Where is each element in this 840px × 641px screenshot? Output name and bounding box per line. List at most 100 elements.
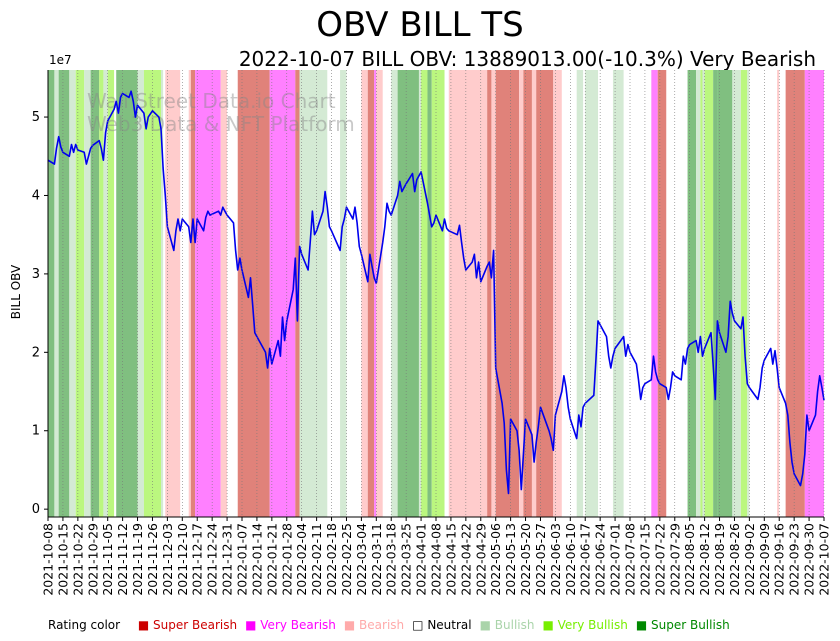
rating-band <box>397 70 419 517</box>
rating-band <box>165 70 181 517</box>
x-tick-label: 2022-07-15 <box>637 523 652 596</box>
rating-band <box>361 70 368 517</box>
rating-band <box>740 70 748 517</box>
x-tick-label: 2021-11-12 <box>115 523 130 596</box>
rating-band <box>519 70 524 517</box>
x-tick-label: 2022-02-04 <box>294 523 309 596</box>
y-tick-label: 3 <box>32 267 40 282</box>
y-axis-label: BILL OBV <box>9 264 23 319</box>
obv-line-group <box>47 90 825 495</box>
x-tick-label: 2022-02-25 <box>339 523 354 596</box>
rating-band <box>90 70 100 517</box>
rating-band <box>220 70 228 517</box>
rating-band <box>732 70 741 517</box>
legend-swatch: ■ <box>245 618 257 632</box>
rating-band <box>54 70 59 517</box>
x-tick-label: 2022-04-29 <box>473 523 488 596</box>
x-tick-label: 2022-07-22 <box>652 523 667 596</box>
y-tick-label: 5 <box>32 110 40 125</box>
x-tick-label: 2021-11-26 <box>145 523 160 596</box>
rating-band <box>700 70 703 517</box>
rating-band <box>531 70 537 517</box>
rating-band <box>107 70 115 517</box>
y-multiplier-label: 1e7 <box>49 53 72 67</box>
rating-band <box>190 70 196 517</box>
rating-band <box>237 70 270 517</box>
x-tick-label: 2022-04-08 <box>429 523 444 596</box>
x-tick-label: 2022-01-07 <box>235 523 250 596</box>
x-tick-label: 2022-07-01 <box>608 523 623 596</box>
x-tick-label: 2022-08-12 <box>697 523 712 596</box>
rating-band <box>421 70 428 517</box>
x-tick-label: 2022-06-10 <box>563 523 578 596</box>
x-tick-label: 2022-01-21 <box>264 523 279 596</box>
x-tick-label: 2022-03-18 <box>384 523 399 596</box>
legend: Rating color ■ Super Bearish ■ Very Beari… <box>48 617 736 633</box>
rating-band <box>495 70 520 517</box>
x-tick-label: 2022-06-24 <box>593 523 608 596</box>
x-tick-label: 2022-03-04 <box>354 523 369 596</box>
x-tick-label: 2022-02-11 <box>309 523 324 596</box>
legend-swatch: ■ <box>137 618 150 632</box>
rating-band <box>99 70 104 517</box>
x-tick-label: 2022-03-25 <box>399 523 414 596</box>
rating-band <box>75 70 85 517</box>
legend-swatch: ■ <box>343 618 356 632</box>
x-tick-label: 2021-10-22 <box>70 523 85 596</box>
y-tick-label: 0 <box>32 502 40 517</box>
x-tick-label: 2022-09-30 <box>802 523 817 596</box>
x-tick-label: 2022-09-09 <box>757 523 772 596</box>
rating-band <box>376 70 383 517</box>
legend-label: Bullish <box>490 618 535 632</box>
legend-label: Super Bullish <box>647 618 730 632</box>
rating-band <box>696 70 701 517</box>
legend-swatch: ■ <box>542 618 554 632</box>
x-tick-label: 2022-07-29 <box>667 523 682 596</box>
x-tick-label: 2022-04-01 <box>414 523 429 596</box>
rating-band <box>717 70 733 517</box>
rating-band <box>103 70 108 517</box>
rating-band <box>188 70 191 517</box>
rating-band <box>536 70 554 517</box>
x-tick-label: 2022-07-08 <box>623 523 638 596</box>
x-tick-label: 2022-05-20 <box>518 523 533 596</box>
rating-band <box>269 70 296 517</box>
rating-band <box>48 70 55 517</box>
y-tick-label: 2 <box>32 345 40 360</box>
rating-band <box>553 70 562 517</box>
chart-title: OBV BILL TS <box>316 5 524 45</box>
x-tick-label: 2022-03-11 <box>369 523 384 596</box>
legend-label: Super Bearish <box>149 618 238 632</box>
y-tick-label: 4 <box>32 188 40 203</box>
watermark: Wall Street Data.io Chart Web3 Data & NF… <box>87 89 355 136</box>
rating-band <box>704 70 714 517</box>
x-tick-label: 2022-08-26 <box>727 523 742 596</box>
x-tick-label: 2021-11-05 <box>100 523 115 596</box>
rating-band <box>427 70 432 517</box>
rating-band <box>374 70 377 517</box>
x-tick-label: 2021-10-08 <box>41 523 56 596</box>
obv-series-line <box>47 90 825 495</box>
legend-swatch: □ <box>412 618 424 632</box>
rating-band <box>143 70 161 517</box>
x-tick-label: 2021-12-24 <box>205 523 220 596</box>
x-tick-label: 2021-11-19 <box>130 523 145 596</box>
rating-band <box>58 70 70 517</box>
legend-swatch: ■ <box>635 618 648 632</box>
x-tick-label: 2022-05-06 <box>488 523 503 596</box>
rating-band <box>612 70 624 517</box>
x-tick-label: 2021-12-03 <box>160 523 175 596</box>
rating-band <box>487 70 492 517</box>
rating-band <box>299 70 328 517</box>
x-tick-label: 2021-12-17 <box>190 523 205 596</box>
x-tick-label: 2022-06-03 <box>548 523 563 596</box>
rating-band <box>785 70 805 517</box>
rating-band <box>84 70 91 517</box>
rating-band <box>431 70 445 517</box>
x-tick-label: 2022-08-19 <box>712 523 727 596</box>
rating-band <box>340 70 347 517</box>
x-tick-label: 2022-01-14 <box>249 523 264 596</box>
rating-band <box>747 70 750 517</box>
